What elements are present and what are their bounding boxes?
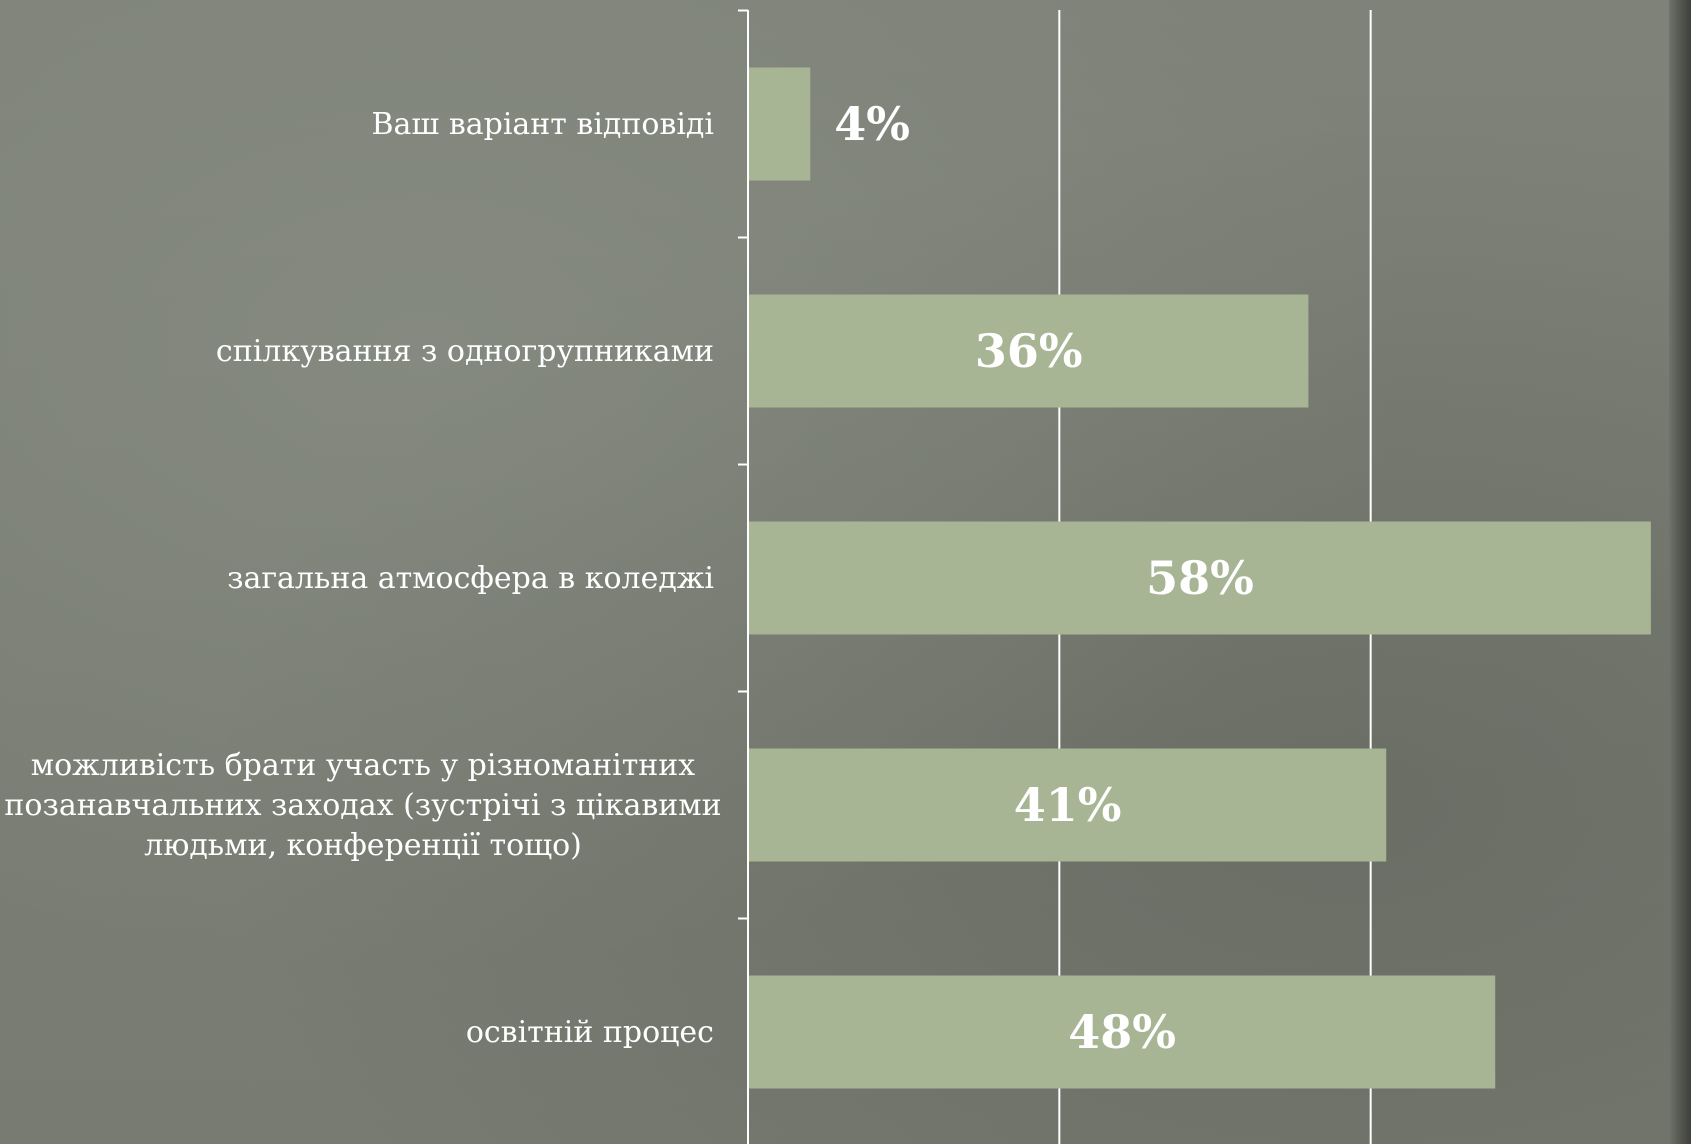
data-label: 58% [1146, 551, 1254, 605]
category-axis [738, 9, 749, 1144]
category-labels: Ваш варіант відповіді спілкування з одног… [4, 107, 721, 1050]
category-label-line: освітній процес [466, 1015, 714, 1050]
bar [749, 975, 1496, 1089]
bar [749, 521, 1651, 635]
bars [749, 67, 1651, 1089]
category-label-line: позанавчальних заходах (зустрічі з цікав… [4, 788, 721, 823]
category-label: загальна атмосфера в коледжі [227, 561, 714, 596]
category-label-line: людьми, конференції тощо) [144, 828, 582, 863]
data-label: 36% [975, 324, 1083, 378]
data-label: 41% [1014, 778, 1122, 832]
category-label-line: спілкування з одногрупниками [216, 334, 714, 369]
category-label: Ваш варіант відповіді [371, 107, 714, 142]
data-label: 4% [834, 97, 910, 151]
category-label-line: загальна атмосфера в коледжі [227, 561, 714, 596]
data-label: 48% [1068, 1005, 1176, 1059]
bar [749, 748, 1387, 862]
category-label-line: Ваш варіант відповіді [371, 107, 714, 142]
slide-edge [1669, 0, 1691, 1144]
category-label: освітній процес [466, 1015, 714, 1050]
bar [749, 294, 1309, 408]
category-label: можливість брати участь у різноманітних п… [4, 748, 721, 863]
category-label-line: можливість брати участь у різноманітних [31, 748, 696, 783]
category-label: спілкування з одногрупниками [216, 334, 714, 369]
value-labels: 4% 36% 58% 41% 48% [834, 97, 1254, 1059]
bar [749, 67, 811, 181]
